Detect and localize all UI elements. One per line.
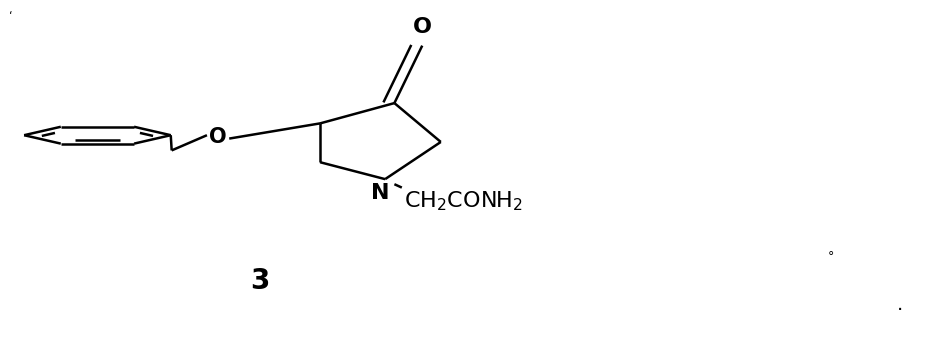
Text: 3: 3 [250, 267, 269, 294]
Text: .: . [896, 295, 902, 314]
Text: O: O [413, 17, 431, 37]
Text: N: N [371, 183, 389, 202]
Text: °: ° [827, 250, 832, 263]
Text: ‘: ‘ [9, 10, 13, 20]
Text: CH$_2$CONH$_2$: CH$_2$CONH$_2$ [403, 189, 522, 213]
Text: O: O [210, 127, 226, 147]
